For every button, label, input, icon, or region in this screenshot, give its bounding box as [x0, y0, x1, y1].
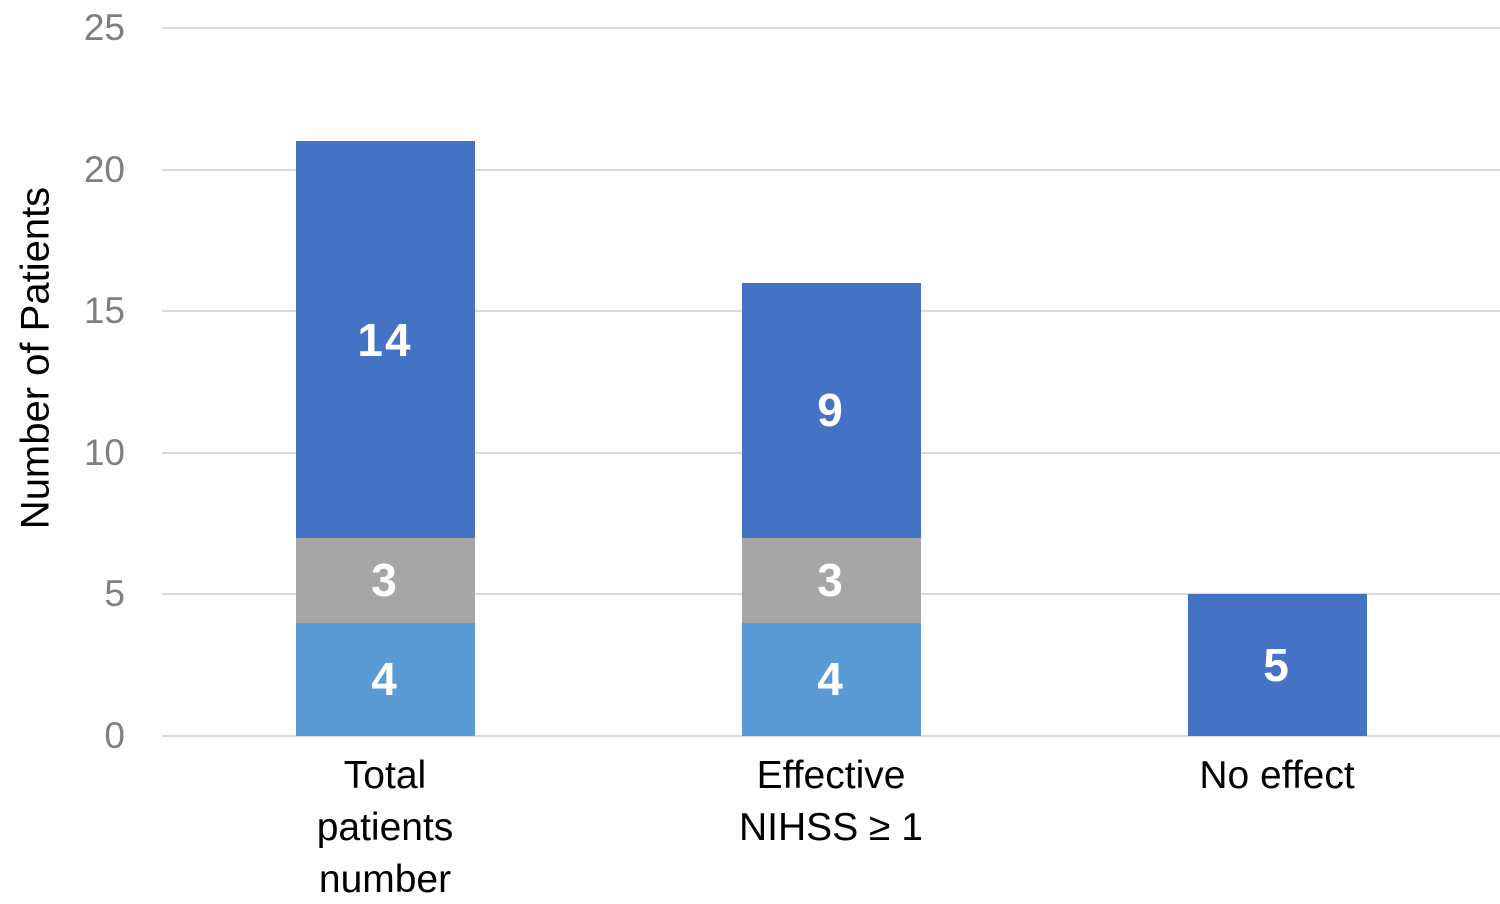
y-tick-label: 25: [83, 7, 125, 48]
bar-segment: 9: [741, 282, 921, 538]
gridline: [162, 27, 1500, 29]
gridline: [162, 168, 1500, 171]
gridline: [162, 735, 1500, 737]
bar-segment: 14: [295, 141, 475, 538]
bar-value-label: 4: [817, 653, 845, 706]
x-tick-label: No effect: [1199, 754, 1355, 797]
x-tick-label: Effective NIHSS ≥ 1: [739, 754, 923, 849]
y-tick-label: 15: [83, 290, 125, 332]
y-tick-label: 10: [83, 431, 125, 473]
bar-value-label: 14: [357, 313, 413, 366]
bar-segment: 4: [295, 622, 475, 736]
y-tick-label: 20: [83, 148, 125, 190]
y-tick-label: 5: [104, 573, 125, 615]
x-tick-label: Total patients number: [316, 754, 454, 901]
bar-segment: 3: [295, 537, 475, 623]
y-tick-label: 0: [104, 715, 125, 756]
y-axis-title: Number of Patients: [13, 186, 58, 530]
bar-value-label: 9: [817, 384, 845, 437]
bar-segment: 5: [1187, 594, 1367, 736]
bar-value-label: 3: [371, 554, 399, 607]
bar-segment: 3: [741, 537, 921, 623]
bar-value-label: 3: [817, 554, 845, 607]
bar-value-label: 5: [1263, 639, 1291, 692]
bar-segment: 4: [741, 622, 921, 736]
bar-value-label: 4: [371, 653, 399, 706]
